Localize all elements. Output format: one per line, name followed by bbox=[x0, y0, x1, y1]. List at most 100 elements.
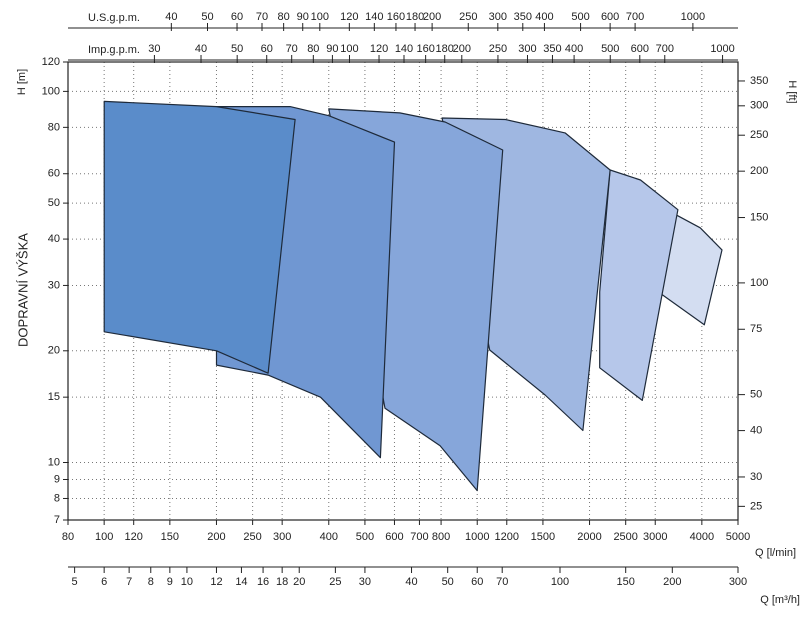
bottom-axis-title: Q [m³/h] bbox=[760, 594, 800, 606]
top-tick-label: 120 bbox=[340, 11, 358, 23]
bottom-tick-label: 9 bbox=[167, 576, 173, 588]
top-tick-label: 350 bbox=[514, 11, 532, 23]
top-tick-label: 90 bbox=[326, 43, 338, 55]
top-tick-label: 100 bbox=[311, 11, 329, 23]
top-tick-label: 1000 bbox=[710, 43, 734, 55]
x-tick-label: 250 bbox=[243, 531, 261, 543]
y2-tick-label: 350 bbox=[750, 75, 768, 87]
y-tick-label: 7 bbox=[54, 514, 60, 526]
bottom-tick-label: 300 bbox=[729, 576, 747, 588]
top-tick-label: 160 bbox=[416, 43, 434, 55]
x-tick-label: 3000 bbox=[643, 531, 667, 543]
top-tick-label: 700 bbox=[656, 43, 674, 55]
x-tick-label: 150 bbox=[161, 531, 179, 543]
top-tick-label: 40 bbox=[165, 11, 177, 23]
x-tick-label: 500 bbox=[356, 531, 374, 543]
areas bbox=[103, 100, 723, 492]
pump-range bbox=[599, 169, 679, 401]
top-tick-label: 200 bbox=[453, 43, 471, 55]
x-tick-label: 1000 bbox=[465, 531, 489, 543]
x-axis-title: Q [l/min] bbox=[755, 547, 796, 559]
top-axis-title: Imp.g.p.m. bbox=[88, 44, 140, 56]
x-tick-label: 80 bbox=[62, 531, 74, 543]
bottom-tick-label: 20 bbox=[293, 576, 305, 588]
top-tick-label: 100 bbox=[340, 43, 358, 55]
top-tick-label: 600 bbox=[631, 43, 649, 55]
y2-tick-label: 150 bbox=[750, 211, 768, 223]
top-tick-label: 80 bbox=[307, 43, 319, 55]
x-tick-label: 600 bbox=[385, 531, 403, 543]
top-tick-label: 250 bbox=[489, 43, 507, 55]
y-tick-label: 60 bbox=[48, 168, 60, 180]
bottom-tick-label: 18 bbox=[276, 576, 288, 588]
bottom-tick-label: 40 bbox=[405, 576, 417, 588]
x-tick-label: 1200 bbox=[495, 531, 519, 543]
x-tick-label: 700 bbox=[410, 531, 428, 543]
top-tick-label: 350 bbox=[543, 43, 561, 55]
top-tick-label: 50 bbox=[231, 43, 243, 55]
plot-frame bbox=[67, 61, 739, 521]
y-tick-label: 100 bbox=[42, 85, 60, 97]
x-tick-label: 200 bbox=[207, 531, 225, 543]
y-tick-label: 15 bbox=[48, 391, 60, 403]
bottom-tick-label: 12 bbox=[210, 576, 222, 588]
y2-tick-label: 40 bbox=[750, 424, 762, 436]
top-tick-label: 500 bbox=[601, 43, 619, 55]
top-tick-label: 500 bbox=[571, 11, 589, 23]
top-tick-label: 250 bbox=[459, 11, 477, 23]
pump-range bbox=[103, 100, 296, 374]
top-tick-label: 80 bbox=[278, 11, 290, 23]
x-tick-label: 400 bbox=[320, 531, 338, 543]
top-tick-label: 600 bbox=[601, 11, 619, 23]
x-tick-label: 800 bbox=[432, 531, 450, 543]
top-tick-label: 70 bbox=[256, 11, 268, 23]
bottom-tick-label: 16 bbox=[257, 576, 269, 588]
bottom-tick-label: 10 bbox=[181, 576, 193, 588]
top-tick-label: 700 bbox=[626, 11, 644, 23]
bottom-tick-label: 30 bbox=[359, 576, 371, 588]
x-tick-label: 1500 bbox=[531, 531, 555, 543]
top-tick-label: 1000 bbox=[681, 11, 705, 23]
top-tick-label: 180 bbox=[406, 11, 424, 23]
top-tick-label: 60 bbox=[261, 43, 273, 55]
top-tick-label: 40 bbox=[195, 43, 207, 55]
top-tick-label: 70 bbox=[286, 43, 298, 55]
y2-tick-label: 300 bbox=[750, 100, 768, 112]
y2-tick-label: 200 bbox=[750, 165, 768, 177]
top-tick-label: 120 bbox=[370, 43, 388, 55]
x-tick-label: 300 bbox=[273, 531, 291, 543]
x-tick-label: 100 bbox=[95, 531, 113, 543]
top-tick-label: 50 bbox=[201, 11, 213, 23]
y-axis-title: DOPRAVNÍ VÝŠKA bbox=[15, 233, 30, 347]
x-tick-label: 5000 bbox=[726, 531, 750, 543]
top-tick-label: 30 bbox=[148, 43, 160, 55]
bottom-tick-label: 8 bbox=[148, 576, 154, 588]
x-tick-label: 4000 bbox=[690, 531, 714, 543]
bottom-tick-label: 5 bbox=[72, 576, 78, 588]
x-tick-label: 2000 bbox=[577, 531, 601, 543]
y2-tick-label: 25 bbox=[750, 500, 762, 512]
y-tick-label: 50 bbox=[48, 197, 60, 209]
top-tick-label: 140 bbox=[365, 11, 383, 23]
y2-axis-title: H [ft] bbox=[786, 80, 798, 103]
bottom-tick-label: 70 bbox=[496, 576, 508, 588]
top-tick-label: 160 bbox=[387, 11, 405, 23]
y2-tick-label: 30 bbox=[750, 471, 762, 483]
y2-tick-label: 50 bbox=[750, 389, 762, 401]
y2-tick-label: 75 bbox=[750, 323, 762, 335]
top-tick-label: 300 bbox=[518, 43, 536, 55]
bottom-tick-label: 50 bbox=[442, 576, 454, 588]
top-tick-label: 140 bbox=[395, 43, 413, 55]
y-tick-label: 120 bbox=[42, 56, 60, 68]
y-tick-label: 40 bbox=[48, 233, 60, 245]
y-tick-label: 30 bbox=[48, 279, 60, 291]
top-tick-label: 400 bbox=[535, 11, 553, 23]
top-tick-label: 90 bbox=[297, 11, 309, 23]
top-tick-label: 200 bbox=[423, 11, 441, 23]
y2-tick-label: 250 bbox=[750, 129, 768, 141]
y-tick-label: 10 bbox=[48, 456, 60, 468]
top-tick-label: 300 bbox=[489, 11, 507, 23]
y-tick-label: 9 bbox=[54, 473, 60, 485]
x-tick-label: 120 bbox=[125, 531, 143, 543]
